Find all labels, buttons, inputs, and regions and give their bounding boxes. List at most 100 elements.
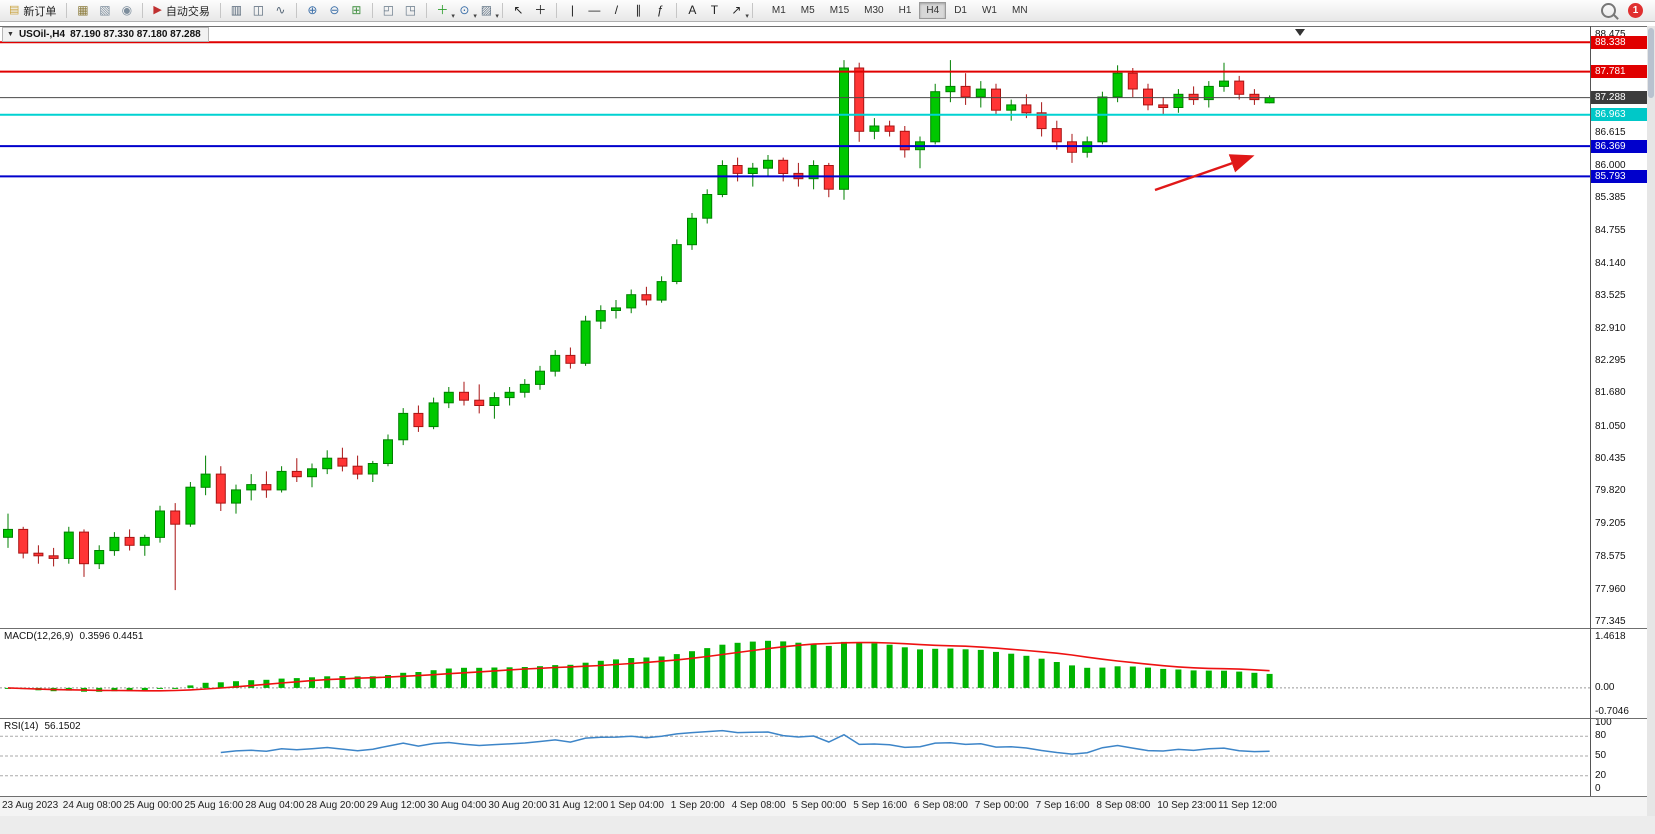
toolbar-separator — [425, 3, 427, 18]
timeframe-w1[interactable]: W1 — [975, 2, 1004, 19]
toolbar-separator — [142, 3, 144, 18]
rsi-canvas[interactable] — [0, 718, 1590, 796]
timeframe-m1[interactable]: M1 — [765, 2, 793, 19]
new-order-button[interactable]: ▤ 新订单 — [4, 2, 61, 20]
timeframe-toolbar: M1 M5 M15 M30 H1 H4 D1 W1 MN — [765, 2, 1035, 19]
vertical-line-icon[interactable]: | — [562, 2, 583, 20]
cascade-windows-icon[interactable]: ◰ — [378, 2, 399, 20]
text-label-icon[interactable]: T — [704, 2, 725, 20]
trendline-icon[interactable]: / — [606, 2, 627, 20]
crosshair-icon[interactable]: ＋ — [530, 2, 551, 20]
tile-windows-icon[interactable]: ⊞ — [346, 2, 367, 20]
one-click-trading-toggle[interactable]: ▼ — [7, 31, 14, 38]
time-label: 25 Aug 16:00 — [184, 800, 244, 811]
arrange-windows-icon[interactable]: ◳ — [400, 2, 421, 20]
templates-icon[interactable]: ▨ ▾ — [476, 2, 499, 20]
price-tick: 81.050 — [1595, 420, 1626, 432]
rsi-axis-tick: 20 — [1595, 769, 1607, 781]
time-label: 7 Sep 16:00 — [1035, 800, 1090, 811]
equidistant-channel-icon[interactable]: ∥ — [628, 2, 649, 20]
rsi-axis[interactable]: 100 80 50 20 0 — [1591, 717, 1647, 796]
timeframe-m15[interactable]: M15 — [823, 2, 856, 19]
timeframe-d1[interactable]: D1 — [947, 2, 974, 19]
price-tick: 86.615 — [1595, 127, 1626, 139]
symbol-label: USOil-,H4 — [18, 29, 66, 40]
time-label: 1 Sep 20:00 — [670, 800, 725, 811]
time-label: 23 Aug 2023 — [2, 800, 59, 811]
fibonacci-icon[interactable]: ƒ — [650, 2, 671, 20]
search-icon[interactable] — [1601, 3, 1616, 18]
price-level-label: 85.793 — [1591, 169, 1647, 183]
toolbar-separator — [66, 3, 68, 18]
toolbar-separator — [501, 3, 503, 18]
notification-badge[interactable]: 1 — [1628, 3, 1643, 18]
time-axis-separator — [0, 796, 1647, 797]
price-tick: 78.575 — [1595, 551, 1626, 563]
text-icon[interactable]: A — [682, 2, 703, 20]
profiles-icon[interactable]: ▧ — [94, 2, 115, 20]
bar-chart-type-icon[interactable]: ▥ — [226, 2, 247, 20]
price-tick: 84.140 — [1595, 257, 1626, 269]
dropdown-caret-icon: ▾ — [473, 12, 477, 20]
price-level-label: 86.963 — [1591, 108, 1647, 122]
macd-axis[interactable]: 1.4618 0.00 -0.7046 — [1591, 628, 1647, 718]
price-axis-separator — [1590, 26, 1591, 796]
time-label: 25 Aug 00:00 — [123, 800, 183, 811]
horizontal-line-icon[interactable]: — — [584, 2, 605, 20]
alerts-icon[interactable]: ◉ — [116, 2, 137, 20]
rsi-label: RSI(14) 56.1502 — [4, 721, 81, 732]
price-level-label: 87.288 — [1591, 91, 1647, 105]
candlestick-type-icon[interactable]: ◫ — [248, 2, 269, 20]
rsi-panel-separator[interactable] — [0, 718, 1647, 719]
chart-window-icon[interactable]: ▦ — [72, 2, 93, 20]
scrollbar-thumb[interactable] — [1648, 28, 1654, 98]
time-label: 1 Sep 04:00 — [610, 800, 664, 811]
price-tick: 79.820 — [1595, 485, 1626, 497]
rsi-axis-tick: 80 — [1595, 730, 1607, 742]
time-axis[interactable]: 23 Aug 2023 24 Aug 08:00 25 Aug 00:00 25 Au… — [0, 796, 1647, 816]
macd-canvas[interactable] — [0, 628, 1590, 718]
dropdown-caret-icon: ▾ — [745, 12, 749, 20]
macd-panel-separator[interactable] — [0, 628, 1647, 629]
bottom-margin — [0, 816, 1655, 834]
toolbar-separator — [675, 3, 677, 18]
time-label: 30 Aug 20:00 — [488, 800, 548, 811]
time-label: 30 Aug 04:00 — [427, 800, 487, 811]
macd-name: MACD(12,26,9) — [4, 631, 74, 642]
price-level-label: 86.369 — [1591, 139, 1647, 153]
time-label: 10 Sep 23:00 — [1157, 800, 1217, 811]
time-label: 7 Sep 00:00 — [974, 800, 1029, 811]
toolbar-right: 1 — [1601, 3, 1651, 18]
macd-values: 0.3596 0.4451 — [79, 631, 144, 642]
time-label: 6 Sep 08:00 — [914, 800, 968, 811]
timeframe-m5[interactable]: M5 — [794, 2, 822, 19]
indicators-icon[interactable]: ＋ ▾ — [432, 2, 455, 20]
zoom-out-icon[interactable]: ⊖ — [324, 2, 345, 20]
time-label: 24 Aug 08:00 — [62, 800, 122, 811]
ohlc-values: 87.190 87.330 87.180 87.288 — [70, 29, 201, 40]
price-tick: 86.000 — [1595, 159, 1626, 171]
rsi-axis-tick: 0 — [1595, 783, 1601, 794]
auto-trading-button[interactable]: ▶ 自动交易 — [148, 2, 214, 20]
timeframe-h4[interactable]: H4 — [919, 2, 947, 19]
price-level-label: 88.338 — [1591, 35, 1647, 49]
price-chart-canvas[interactable] — [0, 26, 1590, 628]
zoom-in-icon[interactable]: ⊕ — [302, 2, 323, 20]
time-label: 31 Aug 12:00 — [549, 800, 609, 811]
arrows-icon[interactable]: ↗ ▾ — [726, 2, 749, 20]
new-order-button-label: 新订单 — [23, 5, 57, 18]
periods-icon[interactable]: ⊙ ▾ — [454, 2, 477, 20]
line-chart-type-icon[interactable]: ∿ — [270, 2, 291, 20]
dropdown-caret-icon: ▾ — [451, 12, 455, 20]
vertical-scrollbar[interactable] — [1647, 26, 1655, 816]
time-label: 5 Sep 16:00 — [853, 800, 908, 811]
chart-top-border — [0, 26, 1647, 27]
timeframe-mn[interactable]: MN — [1005, 2, 1035, 19]
timeframe-h1[interactable]: H1 — [892, 2, 919, 19]
auto-trading-button-label: 自动交易 — [165, 5, 210, 18]
macd-axis-tick: -0.7046 — [1595, 706, 1629, 718]
timeframe-m30[interactable]: M30 — [857, 2, 890, 19]
price-axis[interactable]: 88.475 86.615 86.000 85.385 84.755 84.140 83.5… — [1591, 26, 1647, 628]
cursor-icon[interactable]: ↖ — [508, 2, 529, 20]
